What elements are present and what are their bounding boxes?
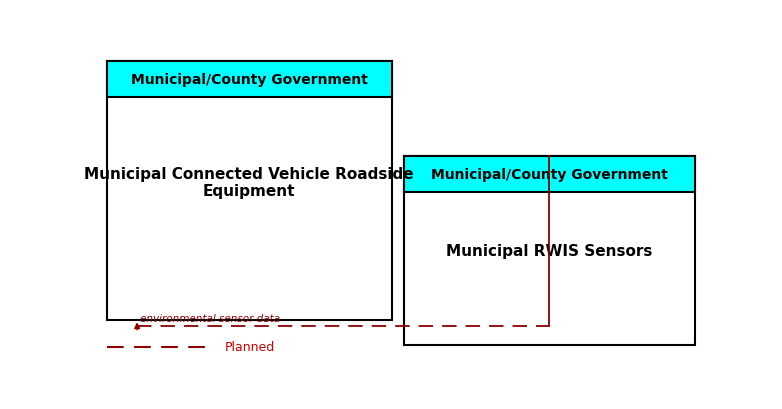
Text: Municipal RWIS Sensors: Municipal RWIS Sensors [446,243,652,258]
Bar [404,156,694,345]
Bar [107,62,392,320]
Text: Municipal/County Government: Municipal/County Government [431,167,668,181]
Bar [107,62,392,98]
Text: environmental sensor data: environmental sensor data [140,314,280,324]
Text: Municipal/County Government: Municipal/County Government [131,73,368,87]
Bar [404,156,694,192]
Text: Planned: Planned [225,340,275,353]
Text: Municipal Connected Vehicle Roadside
Equipment: Municipal Connected Vehicle Roadside Equ… [84,166,414,198]
